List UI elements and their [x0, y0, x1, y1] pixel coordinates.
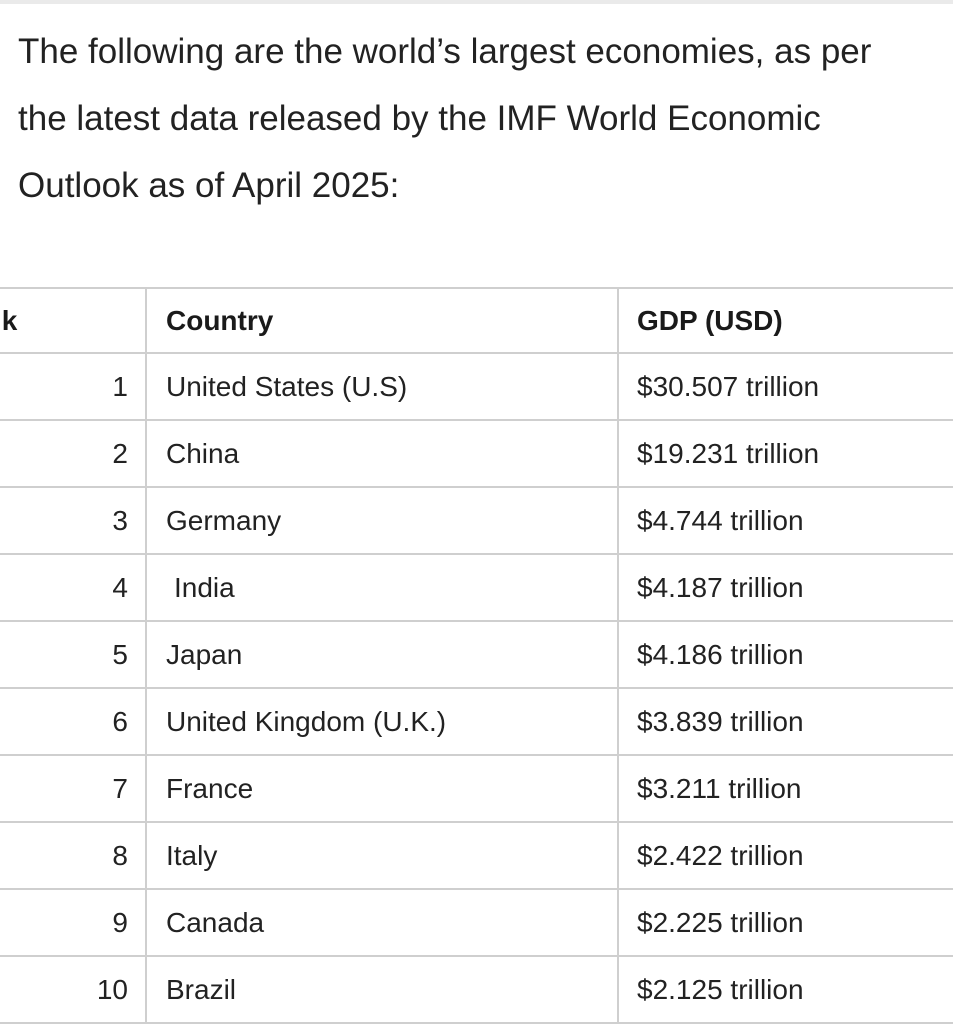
country-cell: Italy	[166, 839, 218, 871]
gdp-cell: $2.422 trillion	[637, 839, 804, 871]
column-divider	[617, 287, 619, 1024]
table-row: 9 Canada $2.225 trillion	[0, 890, 953, 957]
table-row: 10 Brazil $2.125 trillion	[0, 957, 953, 1024]
rank-cell: 2	[112, 437, 128, 469]
gdp-cell: $3.211 trillion	[637, 772, 802, 804]
table-row: 5 Japan $4.186 trillion	[0, 622, 953, 689]
table-row: 8 Italy $2.422 trillion	[0, 823, 953, 890]
rank-cell: 1	[112, 370, 128, 402]
gdp-cell: $30.507 trillion	[637, 370, 820, 402]
country-cell: United States (U.S)	[166, 370, 408, 402]
intro-line: The following are the world’s largest ec…	[18, 32, 872, 71]
rank-cell: 5	[112, 638, 128, 670]
gdp-cell: $3.839 trillion	[637, 705, 804, 737]
rank-cell: 6	[112, 705, 128, 737]
gdp-table: ık Country GDP (USD) 1 United States (U.…	[0, 287, 953, 1024]
header-rank: ık	[0, 304, 18, 336]
country-cell: Germany	[166, 504, 282, 536]
country-cell: Brazil	[166, 973, 237, 1005]
gdp-cell: $2.125 trillion	[637, 973, 804, 1005]
gdp-cell: $4.744 trillion	[637, 504, 804, 536]
column-divider	[145, 287, 147, 1024]
rank-cell: 3	[112, 504, 128, 536]
table-row: 1 United States (U.S) $30.507 trillion	[0, 354, 953, 421]
intro-paragraph: The following are the world’s largest ec…	[18, 18, 953, 219]
intro-line: the latest data released by the IMF Worl…	[18, 99, 821, 138]
country-cell: India	[174, 571, 235, 603]
intro-line: Outlook as of April 2025:	[18, 166, 400, 205]
rank-cell: 7	[112, 772, 128, 804]
rank-cell: 10	[96, 973, 128, 1005]
table-header-row: ık Country GDP (USD)	[0, 287, 953, 354]
country-cell: Canada	[166, 906, 265, 938]
top-divider	[0, 0, 953, 4]
gdp-cell: $19.231 trillion	[637, 437, 820, 469]
country-cell: China	[166, 437, 240, 469]
header-gdp: GDP (USD)	[637, 304, 783, 336]
rank-cell: 8	[112, 839, 128, 871]
table-row: 7 France $3.211 trillion	[0, 756, 953, 823]
rank-cell: 4	[112, 571, 128, 603]
country-cell: France	[166, 772, 254, 804]
table-row: 4 India $4.187 trillion	[0, 555, 953, 622]
table-row: 3 Germany $4.744 trillion	[0, 488, 953, 555]
rank-cell: 9	[112, 906, 128, 938]
country-cell: United Kingdom (U.K.)	[166, 705, 447, 737]
gdp-cell: $4.186 trillion	[637, 638, 804, 670]
country-cell: Japan	[166, 638, 243, 670]
table-row: 6 United Kingdom (U.K.) $3.839 trillion	[0, 689, 953, 756]
gdp-cell: $4.187 trillion	[637, 571, 804, 603]
table-row: 2 China $19.231 trillion	[0, 421, 953, 488]
header-country: Country	[166, 304, 274, 336]
gdp-cell: $2.225 trillion	[637, 906, 804, 938]
